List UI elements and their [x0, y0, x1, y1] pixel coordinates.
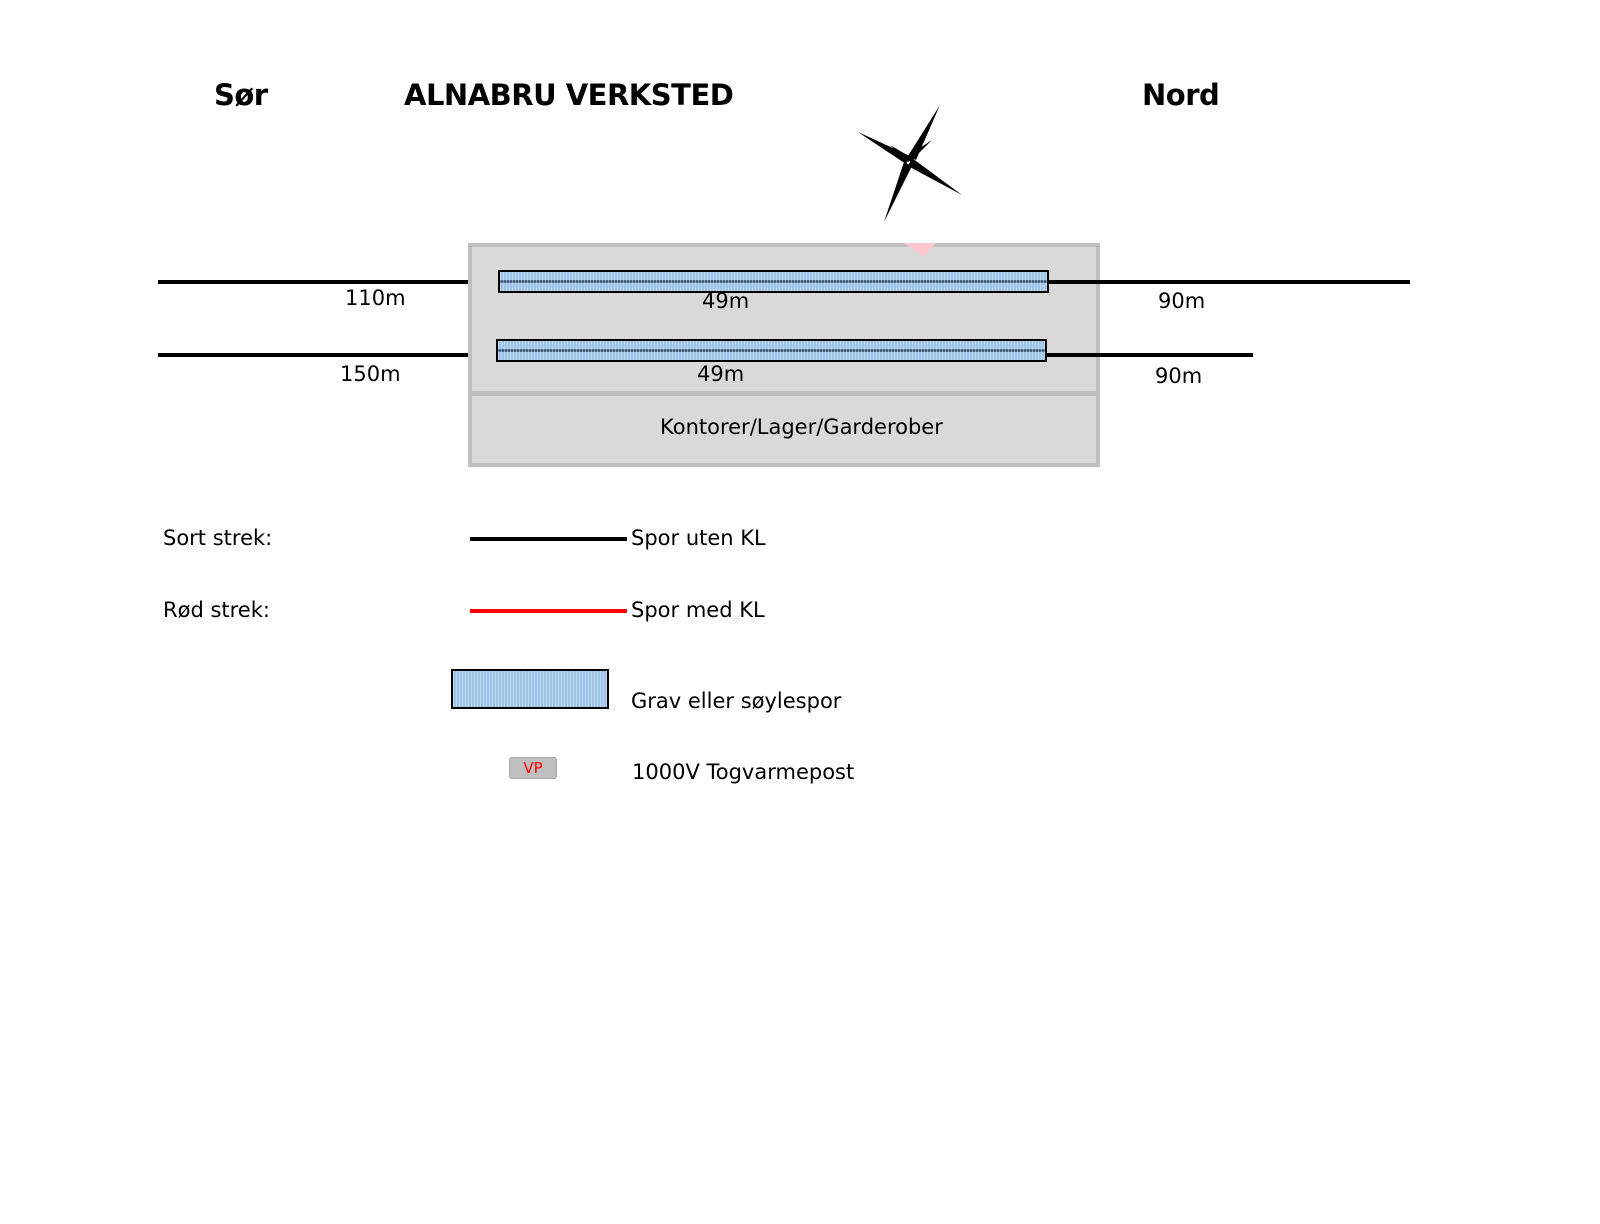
track-2-south-length: 150m [340, 362, 401, 386]
legend-vp-desc: 1000V Togvarmepost [632, 760, 855, 784]
pit-track-2 [496, 339, 1047, 362]
page-title: ALNABRU VERKSTED [404, 78, 734, 112]
building-divider [472, 391, 1096, 396]
track-1-pit-length: 49m [702, 289, 750, 313]
legend-red-label: Rød strek: [163, 598, 270, 622]
legend-black-desc: Spor uten KL [631, 526, 766, 550]
compass-rose-icon [858, 105, 962, 222]
room-label: Kontorer/Lager/Garderober [660, 415, 943, 439]
track-1-north-length: 90m [1158, 289, 1206, 313]
track-2-line-north [1046, 353, 1253, 357]
pit-track-1 [498, 270, 1049, 293]
legend-black-label: Sort strek: [163, 526, 273, 550]
legend-pit-swatch [451, 669, 609, 709]
south-label: Sør [214, 78, 268, 112]
vp-badge: VP [509, 757, 557, 779]
track-1-line-south [158, 280, 468, 284]
track-1-line-north [1048, 280, 1410, 284]
legend-black-line [470, 537, 627, 541]
legend-red-line [470, 609, 627, 613]
track-2-pit-length: 49m [697, 362, 745, 386]
north-label: Nord [1142, 78, 1220, 112]
legend-red-desc: Spor med KL [631, 598, 765, 622]
track-2-north-length: 90m [1155, 364, 1203, 388]
legend-pit-desc: Grav eller søylespor [631, 689, 842, 713]
track-1-south-length: 110m [345, 286, 406, 310]
track-2-line-south [158, 353, 468, 357]
pink-marker-icon [904, 243, 936, 257]
